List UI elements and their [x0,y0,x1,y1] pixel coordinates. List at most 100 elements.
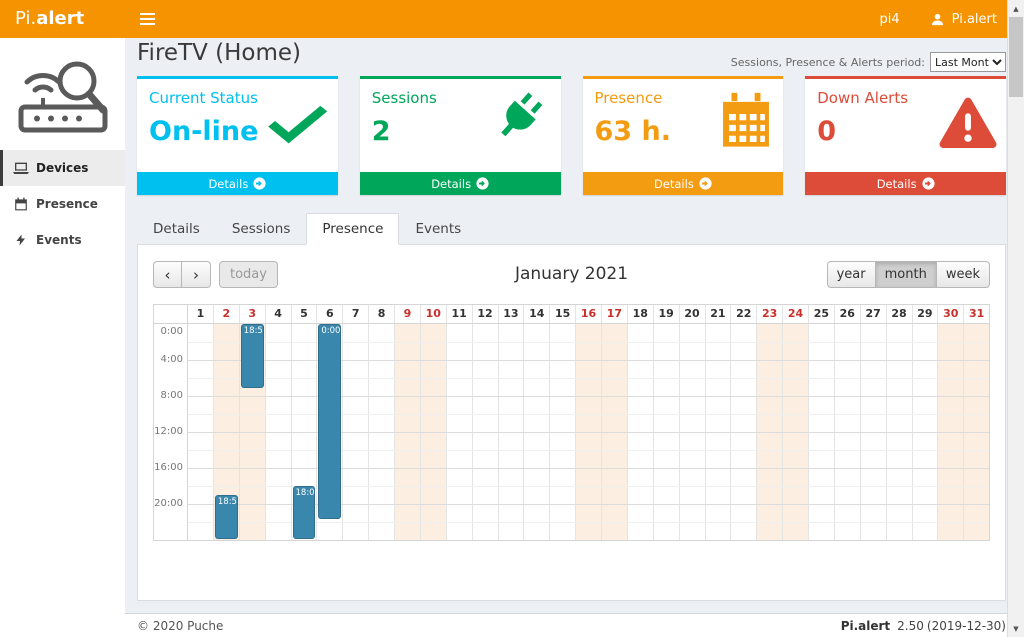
calendar-day-header: 5 [290,305,317,323]
calendar-time-label: 4:00 [160,354,183,365]
calendar-day-header: 16 [575,305,601,323]
details-button[interactable]: Details [805,172,1006,195]
calendar-time-label: 0:00 [160,326,183,337]
sidebar-item-label: Events [36,233,82,247]
sidebar-item-presence[interactable]: Presence [0,186,125,222]
calendar-day-header: 1 [196,307,205,320]
devices-icon [12,161,29,175]
calendar-time-label: 12:00 [154,426,183,437]
copyright-text: © 2020 Puche [137,618,224,633]
calendar-day-column: 18:02 [290,324,317,540]
pialert-logo [18,61,107,133]
menu-toggle-button[interactable] [125,0,169,38]
calendar-day-header: 21 [704,305,731,323]
sidebar-item-label: Devices [36,161,89,175]
calendar-day-column [601,324,627,540]
arrow-circle-icon [921,177,935,190]
view-week-button[interactable]: week [936,261,990,288]
details-label: Details [653,176,694,191]
calendar-day-header: 26 [833,305,860,323]
calendar-day-column [471,324,498,540]
presence-event[interactable]: 18:58 [214,494,238,539]
calendar-day-column [394,324,420,540]
calendar-day-column [368,324,394,540]
page-header: FireTV (Home) Sessions, Presence & Alert… [137,40,1006,72]
arrow-circle-icon [476,177,489,190]
main-content: FireTV (Home) Sessions, Presence & Alert… [125,38,1024,637]
calendar-day-column [523,324,549,540]
calendar-day-header: 30 [937,305,963,323]
sidebar-item-label: Presence [36,197,98,211]
scrollbar[interactable]: ▲ ▼ [1007,0,1024,637]
card-body: Down Alerts 0 [805,79,1006,172]
presence-icon [12,197,29,211]
calendar-day-column [575,324,601,540]
page-title: FireTV (Home) [137,40,302,66]
presence-event[interactable]: 18:02 [292,486,316,539]
card-body: Presence 63 h. [583,79,784,172]
calendar-day-header: 9 [394,305,420,323]
presence-event[interactable]: 18:58 [240,324,264,388]
hostname-label: pi4 [879,11,900,27]
card-title: Sessions [371,89,437,107]
tab-details[interactable]: Details [153,221,200,237]
footer-brand: Pi.alert [840,618,891,633]
period-label: Sessions, Presence & Alerts period: [730,55,925,69]
calendar-gutter-header [154,305,188,323]
calendar-day-column [445,324,472,540]
view-year-button[interactable]: year [826,261,876,288]
calendar-day-column: 18:58 [212,324,239,540]
details-button[interactable]: Details [582,172,784,195]
calendar-day-column [419,324,446,540]
summary-card-alerts: Down Alerts 0 Details [805,76,1006,195]
calendar-next-button[interactable]: › [182,261,211,288]
scroll-up-arrow[interactable]: ▲ [1013,4,1019,13]
calendar-time-label: 16:00 [154,462,183,473]
calendar-day-header: 14 [523,305,549,323]
arrow-circle-icon [253,177,266,190]
scrollbar-thumb[interactable] [1009,17,1023,97]
calendar-day-header: 13 [497,305,524,323]
calendar-day-header: 12 [471,305,498,323]
calendar-day-column [782,324,808,540]
card-value: 0 [817,116,837,147]
calendar-prev-button[interactable]: ‹ [153,261,182,288]
sidebar-item-devices[interactable]: Devices [0,150,125,186]
sidebar-item-events[interactable]: Events [0,222,125,258]
hamburger-icon [139,13,155,25]
calendar-day-headers: 1 2 3 4 5 6 7 8 9 10 11 12 13 14 15 16 17 18 19 20 21 22 23 24 2… [154,305,989,324]
card-body: Sessions 2 [360,79,561,172]
user-menu[interactable]: Pi.alert [930,12,997,27]
tab-sessions[interactable]: Sessions [231,221,291,237]
calendar-today-button[interactable]: today [219,261,278,288]
events-icon [12,233,29,247]
calendar-day-column: 0:00 - [316,324,342,540]
card-title: Current Status [149,89,258,107]
details-button[interactable]: Details [359,172,561,195]
navbar-right: pi4 Pi.alert [880,0,997,38]
calendar-day-header: 20 [678,305,705,323]
details-label: Details [208,176,249,191]
period-select[interactable]: Last Month [930,52,1006,72]
plug-icon [491,89,547,145]
calendar-day-header: 11 [445,305,472,323]
calendar-time-gutter: 0:00 4:00 8:00 12:00 16:00 20:00 [154,324,188,540]
calendar-day-column [264,324,291,540]
calendar-day-column [963,324,990,540]
tab-presence[interactable]: Presence [306,213,400,245]
details-label: Details [431,176,472,191]
tab-events[interactable]: Events [415,221,462,237]
details-button[interactable]: Details [137,172,338,195]
calendar-toolbar: January 2021 ‹ › today year month week [138,245,1005,298]
app-logo[interactable]: Pi.alert [0,0,125,38]
calendar-day-column [885,324,912,540]
calendar-columns: 18:58 18:58 18:020:00 - [188,324,990,540]
calendar-day-header: 23 [756,305,782,323]
footer-version: 2.50 [897,618,924,633]
view-month-button[interactable]: month [875,261,937,288]
scroll-down-arrow[interactable]: ▼ [1013,624,1019,633]
arrow-circle-icon [699,177,712,190]
calendar-time-label: 8:00 [160,390,183,401]
presence-event[interactable]: 0:00 - [318,324,342,519]
user-icon [931,13,943,25]
